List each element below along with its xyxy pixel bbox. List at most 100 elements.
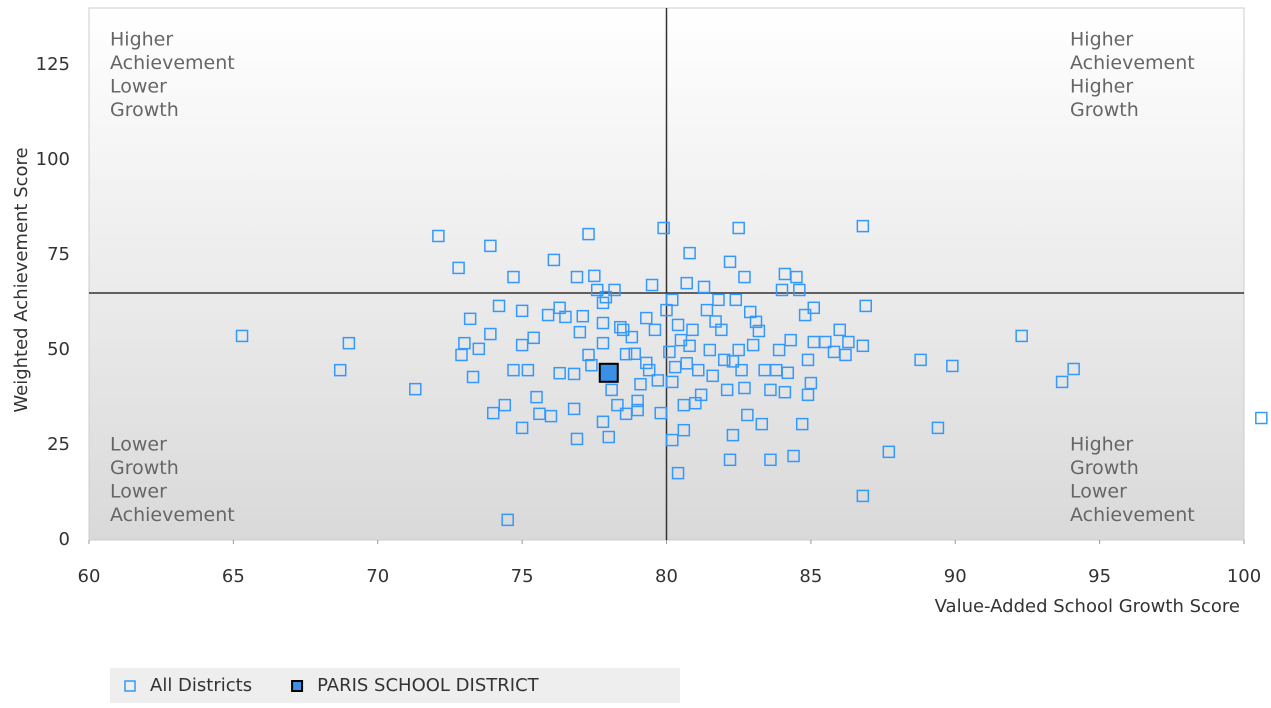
y-tick-label: 100 xyxy=(36,149,70,170)
point xyxy=(492,299,506,313)
point xyxy=(735,363,748,377)
point xyxy=(738,270,751,284)
point xyxy=(455,348,468,362)
point xyxy=(631,403,644,417)
point xyxy=(807,301,821,315)
point xyxy=(677,423,691,437)
point xyxy=(749,315,763,329)
point xyxy=(666,293,679,307)
quadrant-label: Lower xyxy=(110,76,167,98)
point xyxy=(914,353,927,367)
point xyxy=(570,432,584,446)
point xyxy=(671,466,685,480)
point xyxy=(1015,329,1028,343)
point xyxy=(856,339,870,353)
point xyxy=(666,375,679,389)
point xyxy=(544,409,558,423)
point xyxy=(856,219,870,233)
y-axis-label: Weighted Achievement Score xyxy=(11,147,32,412)
point xyxy=(819,335,832,349)
point xyxy=(588,269,601,283)
point xyxy=(801,388,815,402)
point xyxy=(590,283,604,297)
point xyxy=(683,339,696,353)
quadrant-label: Higher xyxy=(1070,76,1133,98)
point xyxy=(709,315,722,328)
point xyxy=(640,356,653,370)
point xyxy=(608,283,621,297)
point xyxy=(515,338,529,352)
quadrant-label: Achievement xyxy=(110,52,235,74)
point xyxy=(484,239,497,253)
point xyxy=(559,310,572,324)
quadrant-label: Higher xyxy=(1070,29,1133,51)
point xyxy=(764,453,777,467)
point xyxy=(706,369,719,383)
point xyxy=(833,323,846,337)
quadrant-label: Growth xyxy=(1070,99,1139,121)
legend-label: PARIS SCHOOL DISTRICT xyxy=(317,675,540,696)
point xyxy=(342,336,356,350)
point xyxy=(723,453,737,467)
point xyxy=(689,396,702,410)
point xyxy=(764,383,777,397)
point xyxy=(507,363,520,377)
point xyxy=(741,408,754,422)
point xyxy=(472,342,486,356)
x-tick-label: 80 xyxy=(655,566,678,587)
point xyxy=(842,335,855,349)
point xyxy=(466,370,480,384)
point xyxy=(625,330,639,344)
point xyxy=(484,327,497,341)
point xyxy=(567,402,581,416)
point xyxy=(530,390,543,404)
point xyxy=(640,311,653,325)
point xyxy=(570,270,584,284)
point xyxy=(738,381,751,395)
point xyxy=(596,336,610,350)
y-tick-label: 25 xyxy=(47,434,70,455)
point xyxy=(585,358,598,372)
point xyxy=(683,246,696,260)
quadrant-label: Growth xyxy=(110,99,179,121)
point xyxy=(642,363,656,377)
point xyxy=(651,374,665,387)
x-tick-label: 85 xyxy=(799,566,822,587)
quadrant-label: Achievement xyxy=(1070,504,1195,526)
point xyxy=(718,353,731,367)
point xyxy=(487,406,500,420)
x-tick-label: 60 xyxy=(78,566,101,587)
point xyxy=(931,421,945,435)
quadrant-label: Lower xyxy=(110,434,167,456)
point xyxy=(666,433,679,447)
point xyxy=(515,421,529,435)
legend-label: All Districts xyxy=(150,675,252,696)
point xyxy=(720,383,734,397)
legend xyxy=(110,668,680,703)
point xyxy=(671,318,685,332)
point xyxy=(631,394,644,408)
point xyxy=(787,449,800,463)
legend-swatch xyxy=(291,680,304,692)
quadrant-label: Achievement xyxy=(110,504,235,526)
point xyxy=(775,283,789,297)
point xyxy=(723,255,737,269)
point xyxy=(582,227,595,241)
point xyxy=(605,383,618,397)
point xyxy=(732,221,745,235)
point xyxy=(596,316,610,330)
point xyxy=(432,229,445,243)
point xyxy=(1055,375,1069,389)
point xyxy=(657,221,670,235)
point xyxy=(804,376,818,390)
y-tick-label: 50 xyxy=(47,339,70,360)
point xyxy=(859,299,872,313)
point xyxy=(541,308,555,322)
point xyxy=(521,363,535,377)
point xyxy=(598,362,619,383)
point xyxy=(452,261,465,275)
quadrant-label: Higher xyxy=(1070,434,1133,456)
point xyxy=(498,398,512,412)
point xyxy=(663,345,676,359)
